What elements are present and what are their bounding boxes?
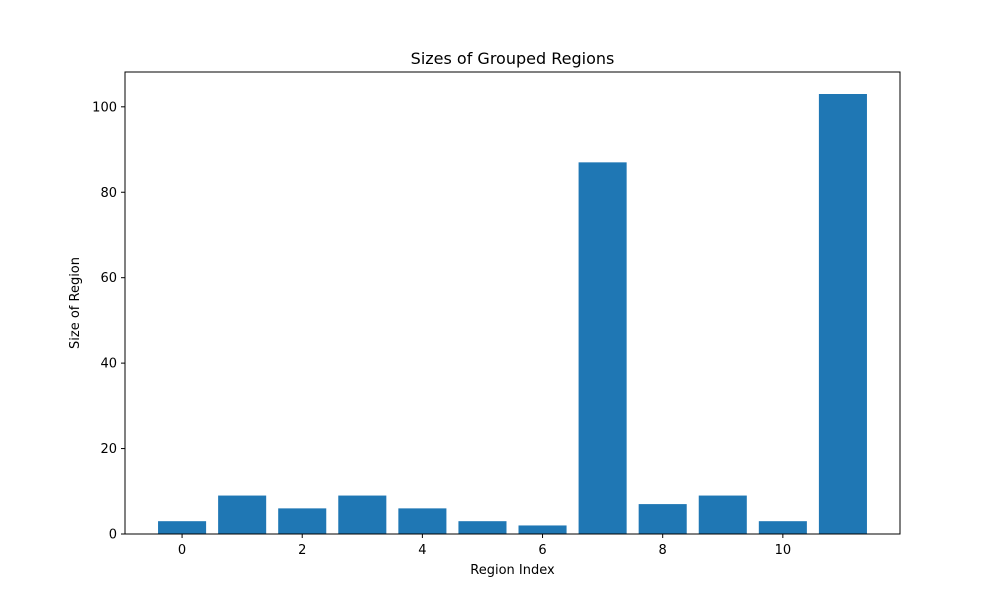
x-axis: 0 2 4 6 8 10	[178, 534, 791, 558]
bar-region-8	[638, 504, 687, 534]
x-tick-label: 0	[178, 543, 186, 558]
y-axis: 0 20 40 60 80 100	[92, 100, 125, 543]
y-tick-label: 40	[100, 357, 117, 372]
bar-region-11	[818, 94, 867, 534]
y-tick-label: 0	[109, 528, 117, 543]
x-tick-label: 10	[775, 543, 792, 558]
x-axis-label: Region Index	[470, 563, 555, 578]
y-tick-label: 60	[100, 271, 117, 286]
bar-region-2	[278, 508, 327, 534]
x-tick-label: 6	[538, 543, 546, 558]
chart-title: Sizes of Grouped Regions	[411, 49, 615, 68]
y-tick-label: 20	[100, 442, 117, 457]
bar-region-5	[458, 521, 507, 534]
x-tick-label: 2	[298, 543, 306, 558]
bar-region-1	[218, 495, 267, 534]
plot-frame	[124, 71, 901, 535]
bar-region-6	[518, 525, 567, 534]
x-tick-label: 4	[418, 543, 426, 558]
bars-group	[158, 94, 867, 534]
x-tick-label: 8	[659, 543, 667, 558]
bar-region-0	[158, 521, 207, 534]
bar-region-7	[578, 162, 627, 534]
bar-region-3	[338, 495, 387, 534]
bar-region-10	[758, 521, 807, 534]
y-tick-label: 80	[100, 186, 117, 201]
y-axis-label: Size of Region	[68, 257, 83, 349]
bar-region-4	[398, 508, 447, 534]
bar-region-9	[698, 495, 747, 534]
y-tick-label: 100	[92, 100, 117, 115]
